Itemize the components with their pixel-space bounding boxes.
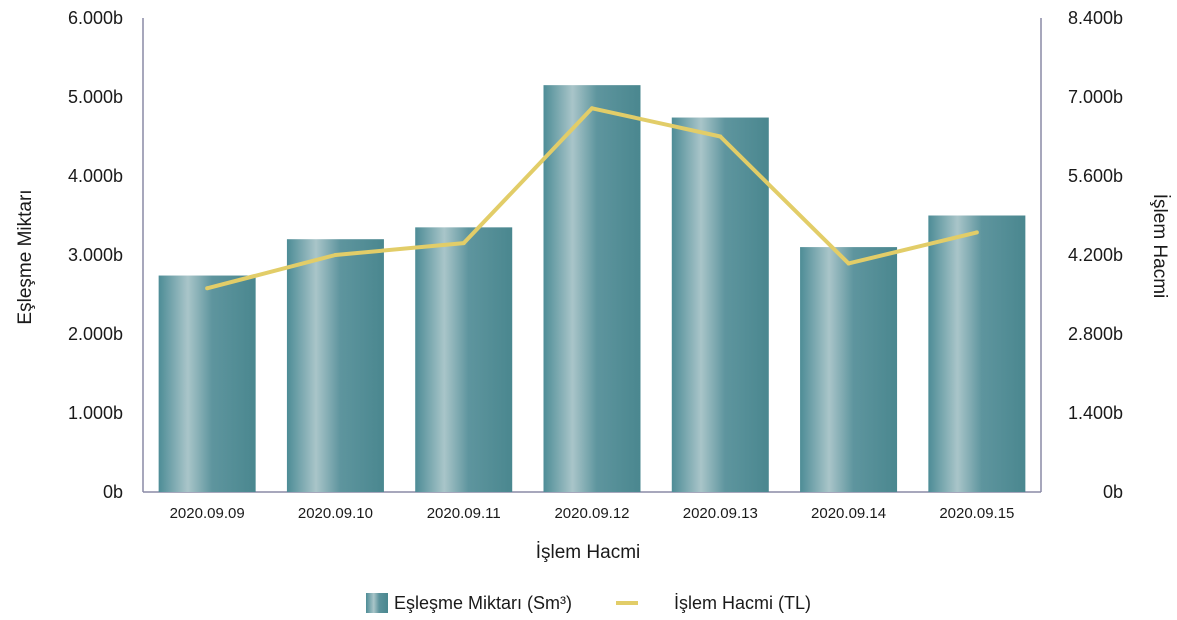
x-tick-label: 2020.09.11: [427, 505, 501, 522]
x-tick-label: 2020.09.13: [683, 505, 758, 522]
y2-tick-label: 4.200b: [1068, 245, 1123, 265]
x-tick-label: 2020.09.09: [170, 505, 245, 522]
y-tick-label: 0b: [103, 482, 123, 502]
line-group: [205, 106, 979, 291]
y2-tick-label: 0b: [1103, 482, 1123, 502]
bar[interactable]: [928, 215, 1026, 493]
bar[interactable]: [671, 117, 769, 492]
legend-item-bar[interactable]: Eşleşme Miktarı (Sm³): [365, 592, 572, 614]
bars-group: [158, 85, 1026, 493]
y-tick-label: 5.000b: [68, 87, 123, 107]
x-tick-label: 2020.09.14: [811, 505, 886, 522]
line-point[interactable]: [333, 253, 338, 257]
line-point[interactable]: [846, 261, 851, 266]
line-point[interactable]: [461, 241, 466, 246]
bar[interactable]: [286, 239, 384, 492]
legend-bar-label: Eşleşme Miktarı (Sm³): [393, 592, 572, 613]
x-axis-title: İşlem Hacmi: [536, 542, 641, 563]
x-tick-label: 2020.09.12: [554, 505, 629, 522]
legend-item-line[interactable]: İşlem Hacmi (TL): [616, 593, 811, 614]
x-tick-label: 2020.09.10: [298, 505, 373, 522]
y-tick-label: 2.000b: [68, 324, 123, 344]
y-tick-label: 3.000b: [68, 245, 123, 265]
y2-tick-label: 2.800b: [1068, 324, 1123, 344]
legend-line-label: İşlem Hacmi (TL): [674, 592, 812, 613]
y-tick-label: 6.000b: [68, 8, 123, 28]
bar[interactable]: [158, 275, 256, 492]
line-point[interactable]: [718, 134, 723, 139]
labels-group: İşlem Hacmi Eşleşme Miktarı İşlem Hacmi: [15, 189, 1170, 563]
y2-tick-label: 1.400b: [1068, 403, 1123, 423]
y2-axis-title: İşlem Hacmi: [1149, 194, 1170, 299]
x-tick-label: 2020.09.15: [939, 505, 1014, 522]
line-point[interactable]: [974, 230, 979, 235]
y-tick-label: 4.000b: [68, 166, 123, 186]
y-tick-label: 1.000b: [68, 403, 123, 423]
y-axis-title: Eşleşme Miktarı: [15, 189, 36, 324]
line-point[interactable]: [205, 286, 210, 291]
legend-line-swatch: [616, 601, 638, 605]
bar[interactable]: [415, 227, 513, 492]
legend-bar-swatch: [365, 593, 388, 613]
line-point[interactable]: [590, 106, 594, 111]
y2-tick-label: 7.000b: [1068, 87, 1123, 107]
legend: Eşleşme Miktarı (Sm³) İşlem Hacmi (TL): [0, 588, 1177, 618]
combo-chart: 0b 1.000b 2.000b 3.000b 4.000b 5.000b 6.000b 0b…: [15, 8, 1170, 563]
axes: 0b 1.000b 2.000b 3.000b 4.000b 5.000b 6.000b 0b…: [68, 8, 1123, 522]
bar[interactable]: [800, 247, 898, 492]
bar[interactable]: [543, 85, 641, 493]
y2-tick-label: 5.600b: [1068, 166, 1123, 186]
y2-tick-label: 8.400b: [1068, 8, 1123, 28]
